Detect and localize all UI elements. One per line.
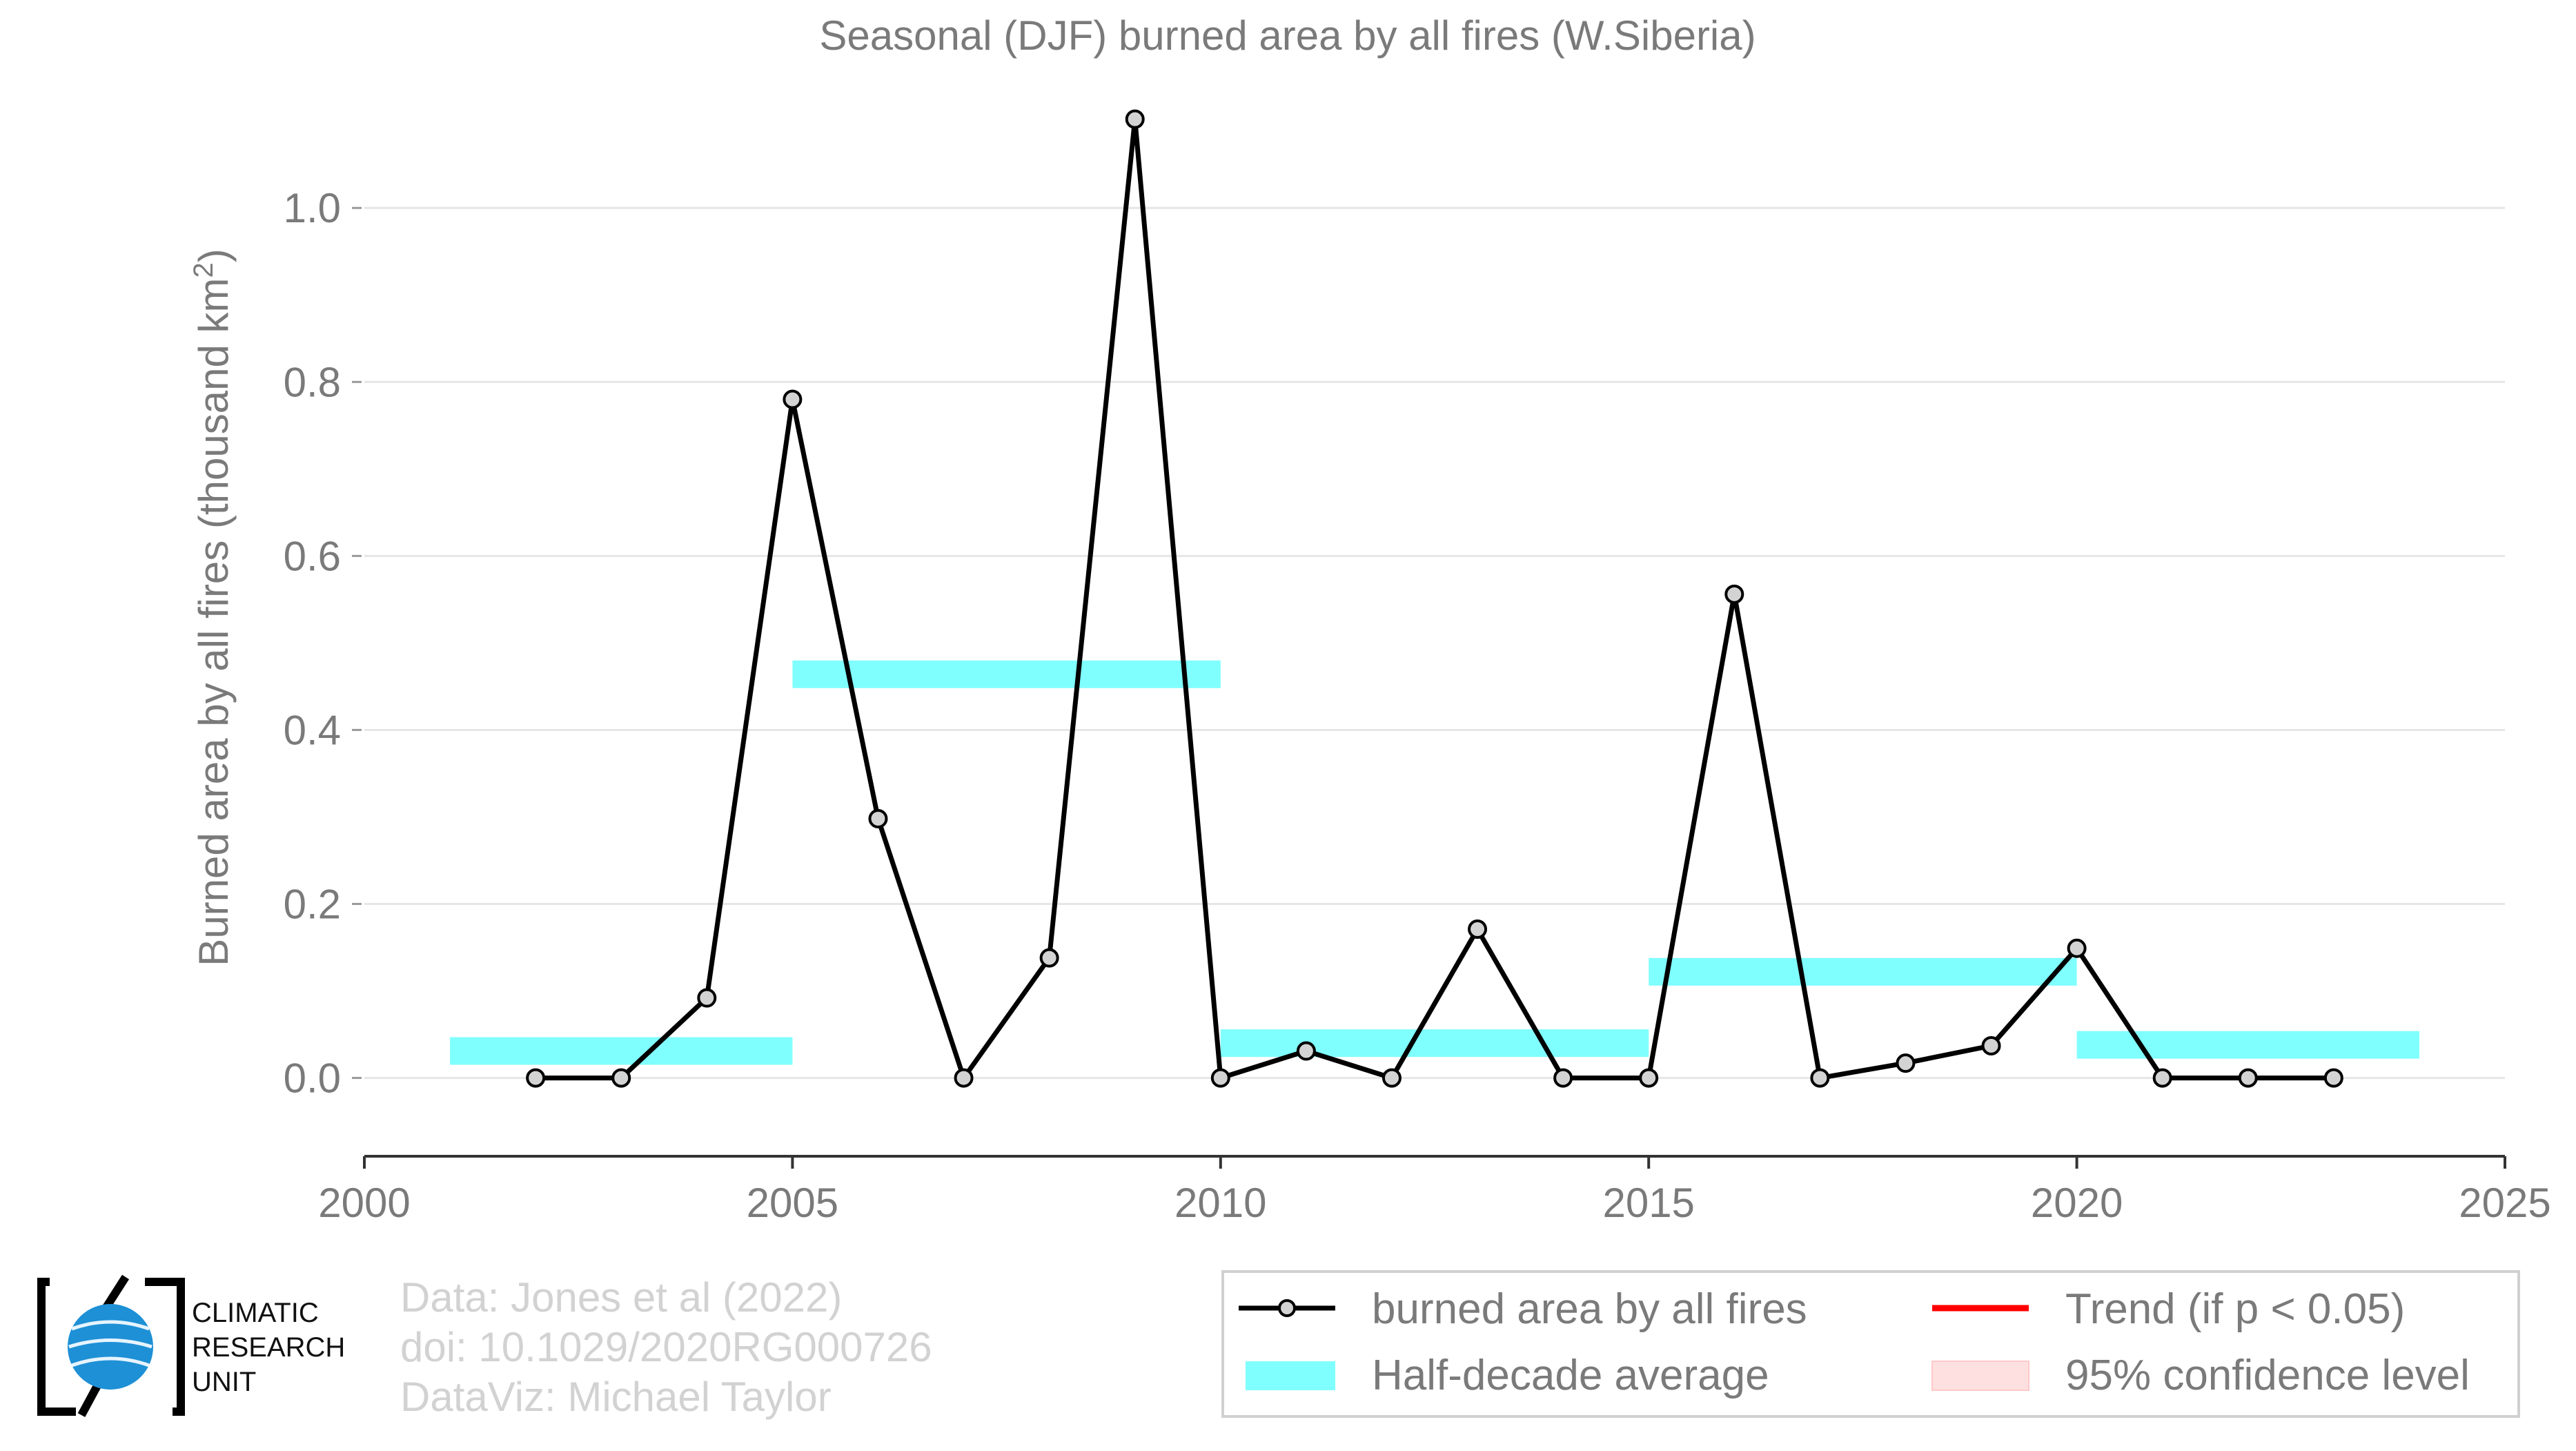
legend-label-series: burned area by all fires (1372, 1285, 1807, 1333)
x-tick-label: 2015 (1602, 1180, 1694, 1226)
data-point (1039, 948, 1059, 968)
globe-icon (68, 1304, 153, 1390)
logo-text-unit: UNIT (192, 1367, 256, 1397)
data-point (783, 389, 803, 409)
data-point (1382, 1068, 1402, 1088)
credit-data: Data: Jones et al (2022) (400, 1274, 842, 1321)
half-decade-bands (450, 660, 2419, 1065)
half-decade-band (1649, 957, 2077, 986)
legend-ci-swatch (1931, 1361, 2029, 1391)
y-axis-label-end: ) (190, 249, 237, 262)
data-point (954, 1068, 974, 1088)
data-point (2323, 1068, 2343, 1088)
logo-bracket-left (37, 1278, 76, 1416)
cru-logo: CLIMATIC RESEARCH UNIT (37, 1274, 345, 1417)
data-point (1724, 584, 1744, 604)
data-point (2067, 938, 2087, 958)
globe-lines (68, 1320, 153, 1367)
logo-text-climatic: CLIMATIC (192, 1298, 319, 1328)
legend-label-trend: Trend (if p < 0.05) (2065, 1285, 2405, 1333)
x-tick-label: 2010 (1174, 1180, 1266, 1226)
y-tick-label: 0.6 (284, 533, 341, 579)
y-axis-label-superscript: 2 (188, 262, 219, 277)
y-axis-label-main: Burned area by all fires (thousand km (190, 278, 237, 966)
data-point (1896, 1053, 1916, 1073)
data-point (2152, 1068, 2172, 1088)
y-tick-label: 0.4 (284, 707, 341, 753)
data-point (611, 1068, 631, 1088)
data-point (1468, 919, 1488, 939)
legend-marker-swatch (1278, 1299, 1296, 1317)
x-tick-label: 2020 (2031, 1180, 2123, 1226)
data-point (2238, 1068, 2258, 1088)
y-tick-label: 0.0 (284, 1055, 341, 1102)
data-point (526, 1068, 546, 1088)
y-tick-label: 0.2 (284, 882, 341, 928)
data-point (1553, 1068, 1573, 1088)
data-point (1639, 1068, 1659, 1088)
data-point (868, 808, 888, 828)
x-tick-label: 2005 (747, 1180, 838, 1226)
half-decade-band (1220, 1029, 1649, 1058)
data-point (1125, 109, 1145, 129)
axis-ticks: 0.0 0.2 0.4 0.6 0.8 1.0 2000 2005 2010 2015 2020 20… (284, 185, 2551, 1226)
x-tick-label: 2000 (318, 1180, 410, 1226)
legend-label-ci: 95% confidence level (2065, 1352, 2470, 1399)
legend: burned area by all fires Trend (if p < 0… (1221, 1270, 2520, 1418)
chart-title: Seasonal (DJF) burned area by all fires … (819, 12, 1756, 59)
data-point (1296, 1041, 1316, 1061)
credit-dataviz: DataViz: Michael Taylor (400, 1374, 832, 1420)
credits: Data: Jones et al (2022) doi: 10.1029/20… (400, 1274, 932, 1420)
y-axis-label: Burned area by all fires (thousand km2) (188, 249, 237, 966)
half-decade-band (450, 1037, 793, 1065)
half-decade-band (792, 660, 1221, 688)
x-tick-label: 2025 (2459, 1180, 2550, 1226)
data-series (526, 109, 2343, 1088)
legend-frame (1221, 1270, 2520, 1418)
half-decade-band (2076, 1031, 2419, 1059)
data-point (1210, 1068, 1230, 1088)
y-tick-label: 1.0 (284, 185, 341, 231)
series-line (535, 117, 2334, 1081)
logo-bracket-right (145, 1278, 185, 1416)
legend-label-band: Half-decade average (1372, 1352, 1769, 1399)
legend-band-swatch (1246, 1361, 1335, 1390)
data-point (1810, 1068, 1830, 1088)
credit-doi: doi: 10.1029/2020RG000726 (400, 1324, 932, 1370)
logo-text-research: RESEARCH (192, 1332, 345, 1363)
grid-lines (364, 206, 2505, 1080)
data-point (1981, 1035, 2001, 1055)
data-point (697, 988, 717, 1008)
y-tick-label: 0.8 (284, 359, 341, 405)
